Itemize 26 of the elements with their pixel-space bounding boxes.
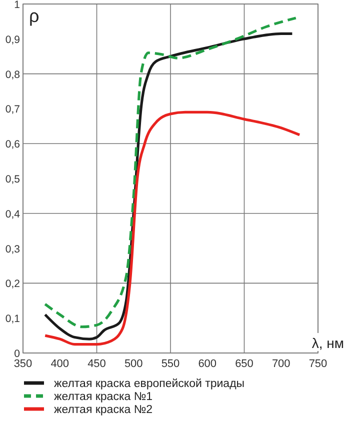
x-tick-label: 450 <box>88 358 106 370</box>
line-series <box>44 110 301 346</box>
y-axis-title: ρ <box>29 6 40 26</box>
y-tick-label: 0,4 <box>5 208 20 220</box>
x-tick-label: 600 <box>198 358 217 370</box>
y-tick-label: 0,8 <box>5 68 20 81</box>
x-tick-label: 750 <box>308 358 328 370</box>
y-tick-label: 0,7 <box>5 104 20 116</box>
x-tick-label: 650 <box>235 358 254 370</box>
legend-label: желтая краска №2 <box>54 404 153 416</box>
y-tick-label: 0,9 <box>5 34 20 46</box>
x-tick-label: 500 <box>124 358 143 370</box>
legend-label: желтая краска №1 <box>54 391 153 403</box>
y-tick-label: 0 <box>14 348 20 360</box>
x-tick-label: 400 <box>50 358 70 370</box>
y-tick-label: 0,1 <box>5 313 20 326</box>
y-tick-label: 0,5 <box>5 174 20 186</box>
y-tick-label: 0,6 <box>5 138 20 151</box>
x-tick-label: 700 <box>272 358 290 370</box>
y-tick-label: 1 <box>14 0 20 11</box>
y-tick-label: 0,3 <box>5 243 20 256</box>
x-axis-title: λ, нм <box>312 335 344 351</box>
x-tick-label: 350 <box>14 358 32 370</box>
y-tick-label: 0,2 <box>5 278 20 290</box>
legend-label: желтая краска европейской триады <box>54 378 245 390</box>
x-tick-label: 550 <box>161 358 180 370</box>
